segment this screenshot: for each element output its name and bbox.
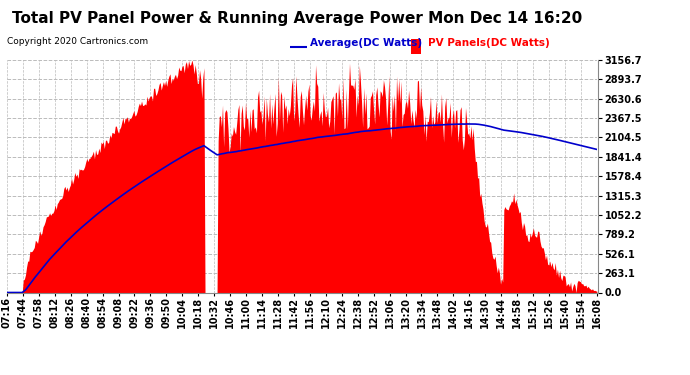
Text: Total PV Panel Power & Running Average Power Mon Dec 14 16:20: Total PV Panel Power & Running Average P… [12, 11, 582, 26]
Text: PV Panels(DC Watts): PV Panels(DC Watts) [428, 38, 549, 48]
Text: Copyright 2020 Cartronics.com: Copyright 2020 Cartronics.com [7, 38, 148, 46]
Text: Average(DC Watts): Average(DC Watts) [310, 38, 422, 48]
